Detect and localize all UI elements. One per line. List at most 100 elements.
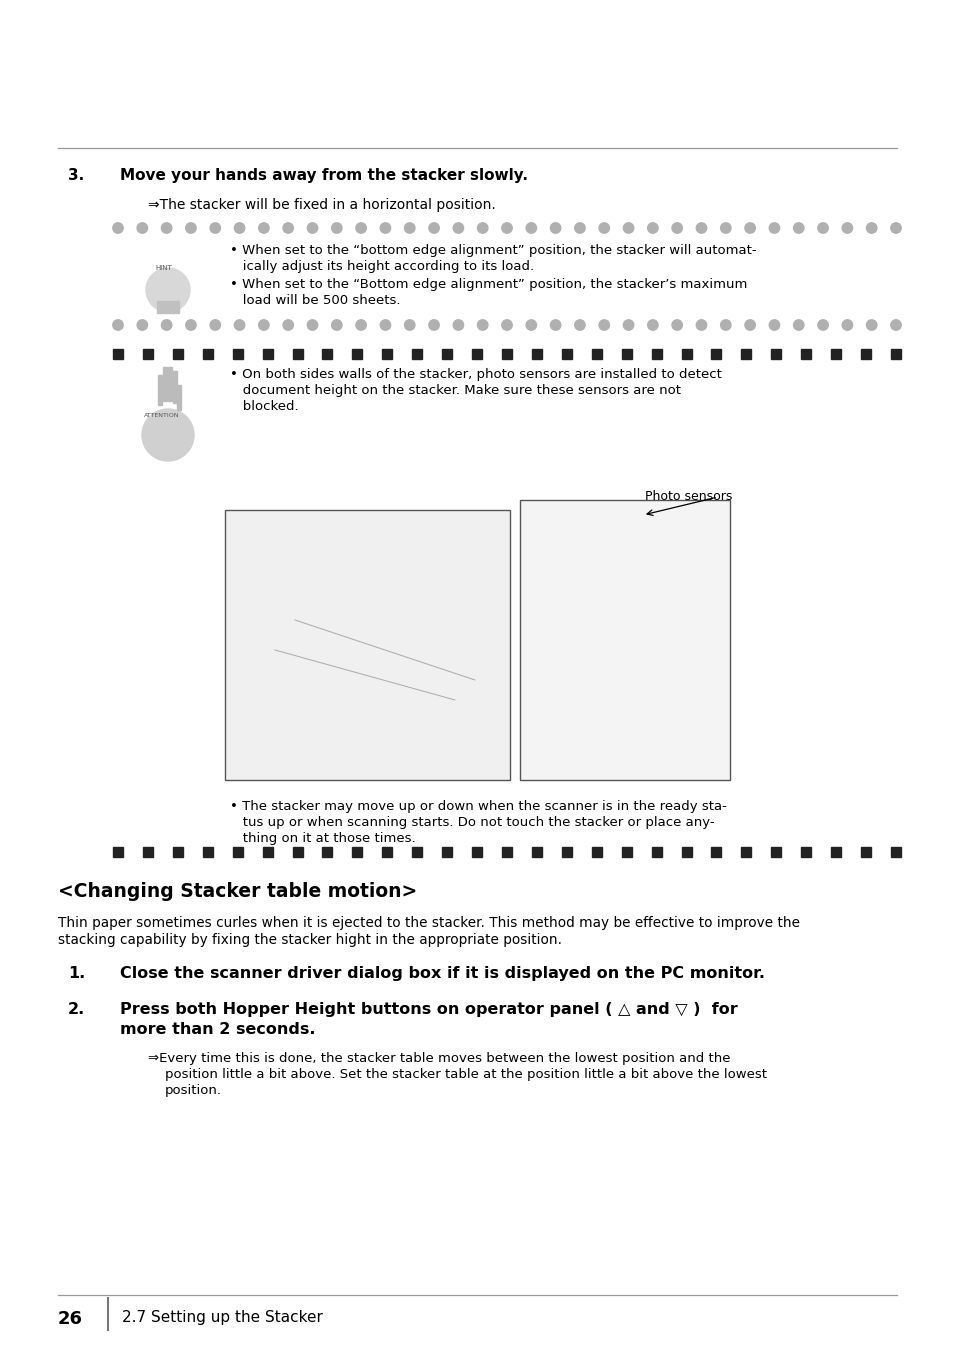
Text: position little a bit above. Set the stacker table at the position little a bit : position little a bit above. Set the sta…	[165, 1068, 766, 1081]
Circle shape	[598, 223, 609, 234]
Circle shape	[550, 320, 560, 331]
Text: 26: 26	[58, 1310, 83, 1328]
Bar	[203, 846, 213, 857]
Bar	[890, 350, 900, 359]
Circle shape	[429, 320, 438, 331]
Bar	[203, 350, 213, 359]
Bar	[382, 350, 392, 359]
Circle shape	[234, 320, 245, 331]
Bar	[382, 846, 392, 857]
Bar	[233, 350, 242, 359]
Circle shape	[355, 223, 366, 234]
Bar	[157, 301, 179, 313]
Circle shape	[332, 320, 342, 331]
Circle shape	[793, 223, 803, 234]
Bar	[472, 350, 481, 359]
Circle shape	[793, 320, 803, 331]
Text: Close the scanner driver dialog box if it is displayed on the PC monitor.: Close the scanner driver dialog box if i…	[120, 967, 764, 981]
Bar	[651, 846, 661, 857]
Text: ATTENTION: ATTENTION	[144, 413, 179, 418]
Bar	[711, 350, 720, 359]
Circle shape	[574, 320, 584, 331]
Circle shape	[720, 320, 730, 331]
Bar	[740, 350, 751, 359]
Text: more than 2 seconds.: more than 2 seconds.	[120, 1022, 315, 1037]
Bar	[532, 350, 541, 359]
Text: 2.7 Setting up the Stacker: 2.7 Setting up the Stacker	[122, 1310, 322, 1324]
Text: ically adjust its height according to its load.: ically adjust its height according to it…	[230, 261, 534, 273]
Bar	[861, 350, 870, 359]
Circle shape	[210, 223, 220, 234]
Bar	[225, 510, 510, 780]
Bar	[112, 350, 123, 359]
Bar	[561, 846, 571, 857]
Bar	[158, 375, 162, 405]
Bar	[177, 385, 181, 410]
Bar	[519, 500, 729, 780]
Text: position.: position.	[165, 1084, 222, 1098]
Circle shape	[210, 320, 220, 331]
Text: Press both Hopper Height buttons on operator panel ( △ and ▽ )  for: Press both Hopper Height buttons on oper…	[120, 1002, 737, 1017]
Bar	[322, 846, 332, 857]
Circle shape	[283, 320, 294, 331]
Circle shape	[671, 223, 681, 234]
Bar	[711, 846, 720, 857]
Bar	[352, 846, 362, 857]
Bar	[861, 846, 870, 857]
Circle shape	[671, 320, 681, 331]
Circle shape	[841, 320, 852, 331]
Circle shape	[744, 320, 755, 331]
Bar	[352, 350, 362, 359]
Circle shape	[258, 223, 269, 234]
Circle shape	[404, 320, 415, 331]
Bar	[441, 846, 452, 857]
Bar	[262, 846, 273, 857]
Circle shape	[647, 320, 658, 331]
Bar	[830, 846, 841, 857]
Text: HINT: HINT	[154, 265, 172, 271]
Circle shape	[146, 269, 190, 312]
Text: document height on the stacker. Make sure these sensors are not: document height on the stacker. Make sur…	[230, 383, 680, 397]
Circle shape	[647, 223, 658, 234]
Bar	[412, 846, 422, 857]
Circle shape	[234, 223, 245, 234]
Bar	[651, 350, 661, 359]
Bar	[801, 846, 810, 857]
Circle shape	[622, 320, 633, 331]
Text: Move your hands away from the stacker slowly.: Move your hands away from the stacker sl…	[120, 167, 527, 184]
Circle shape	[477, 223, 487, 234]
Text: ⇒The stacker will be fixed in a horizontal position.: ⇒The stacker will be fixed in a horizont…	[148, 198, 496, 212]
Circle shape	[841, 223, 852, 234]
Circle shape	[768, 320, 779, 331]
Circle shape	[186, 320, 196, 331]
Bar	[621, 846, 631, 857]
Circle shape	[890, 320, 901, 331]
Bar	[262, 350, 273, 359]
Circle shape	[112, 320, 123, 331]
Circle shape	[890, 223, 901, 234]
Circle shape	[355, 320, 366, 331]
Text: 2.: 2.	[68, 1002, 85, 1017]
Bar	[143, 846, 152, 857]
Bar	[172, 371, 177, 404]
Circle shape	[477, 320, 487, 331]
Bar	[561, 350, 571, 359]
Text: tus up or when scanning starts. Do not touch the stacker or place any-: tus up or when scanning starts. Do not t…	[230, 815, 714, 829]
Bar	[172, 846, 183, 857]
Circle shape	[380, 223, 390, 234]
Circle shape	[137, 223, 148, 234]
Bar	[143, 350, 152, 359]
Circle shape	[720, 223, 730, 234]
Circle shape	[525, 320, 536, 331]
Circle shape	[696, 320, 706, 331]
Bar	[168, 367, 172, 401]
Circle shape	[865, 320, 876, 331]
Circle shape	[380, 320, 390, 331]
Text: Thin paper sometimes curles when it is ejected to the stacker. This method may b: Thin paper sometimes curles when it is e…	[58, 917, 800, 930]
Circle shape	[525, 223, 536, 234]
Circle shape	[142, 409, 193, 460]
Bar	[621, 350, 631, 359]
Circle shape	[817, 320, 827, 331]
Bar	[172, 350, 183, 359]
Text: 3.: 3.	[68, 167, 84, 184]
